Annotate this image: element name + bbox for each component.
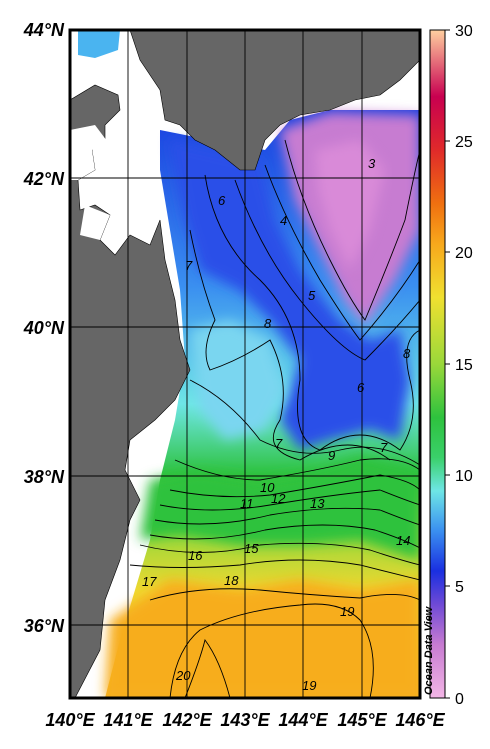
warm-south-region	[105, 580, 420, 698]
plot-area: 3 4 5 6 6 7 7 7 8 8 9 10 11 12 13 14 15 …	[70, 30, 420, 698]
contour-label-19: 19	[302, 678, 316, 693]
contour-label-14: 14	[396, 533, 410, 548]
contour-label-9: 9	[328, 448, 335, 463]
contour-label-13: 13	[310, 496, 325, 511]
lon-label-141E: 141°E	[103, 710, 153, 730]
lon-label-146E: 146°E	[395, 710, 445, 730]
contour-label-20: 20	[175, 668, 191, 683]
colorbar-tick-20: 20	[455, 245, 473, 262]
contour-label-3: 3	[368, 156, 376, 171]
contour-label-8: 8	[403, 346, 411, 361]
contour-labels: 3 4 5 6 6 7 7 7 8 8 9 10 11 12 13 14 15 …	[142, 156, 411, 693]
colorbar-tick-5: 5	[455, 579, 464, 596]
contour-label-19: 19	[340, 604, 354, 619]
contour-label-17: 17	[142, 574, 157, 589]
land-peninsula-notch	[70, 125, 110, 180]
contour-label-15: 15	[244, 541, 259, 556]
contour-label-18: 18	[224, 573, 239, 588]
contour-lines	[129, 139, 420, 698]
land-honshu	[70, 30, 191, 698]
contour-label-16: 16	[188, 548, 203, 563]
lon-label-144E: 144°E	[278, 710, 328, 730]
contour-label-12: 12	[271, 491, 286, 506]
warm-eddy-region	[190, 320, 285, 440]
lat-label-44N: 44°N	[23, 20, 65, 40]
lon-label-143E: 143°E	[220, 710, 270, 730]
contour-label-10: 10	[260, 480, 275, 495]
land-hokkaido	[129, 30, 420, 171]
colorbar-tick-15: 15	[455, 357, 473, 374]
contour-label-8: 8	[264, 316, 272, 331]
contour-label-7: 7	[380, 440, 388, 455]
ocean-data-view-credit: Ocean Data View	[423, 605, 435, 695]
cold-core-center	[315, 140, 385, 270]
colorbar: 30 25 20 15 10 5 0	[429, 23, 473, 708]
graticule	[70, 30, 420, 698]
lat-label-36N: 36°N	[24, 616, 65, 636]
contour-label-5: 5	[308, 288, 316, 303]
lat-label-42N: 42°N	[23, 169, 65, 189]
latitude-axis: 44°N 42°N 40°N 38°N 36°N	[23, 20, 65, 636]
plot-frame	[68, 28, 422, 700]
contour-label-11: 11	[240, 496, 254, 511]
blue-tongue-region	[170, 140, 410, 450]
lon-label-140E: 140°E	[45, 710, 95, 730]
northwest-sea-patch	[78, 30, 120, 58]
lon-label-145E: 145°E	[337, 710, 387, 730]
contour-label-7: 7	[275, 436, 283, 451]
land-inlet	[80, 205, 110, 240]
colorbar-tick-30: 30	[455, 23, 473, 40]
colorbar-tick-0: 0	[455, 691, 464, 708]
longitude-axis: 140°E 141°E 142°E 143°E 144°E 145°E 146°…	[45, 710, 445, 730]
contour-label-6: 6	[357, 380, 365, 395]
contour-label-4: 4	[280, 213, 287, 228]
colorbar-gradient	[429, 29, 446, 699]
lat-label-40N: 40°N	[23, 318, 65, 338]
contour-label-6: 6	[218, 193, 226, 208]
contour-label-7: 7	[185, 258, 193, 273]
colorbar-tick-25: 25	[455, 134, 473, 151]
lat-label-38N: 38°N	[24, 467, 65, 487]
lon-label-142E: 142°E	[162, 710, 212, 730]
colorbar-tick-10: 10	[455, 468, 473, 485]
